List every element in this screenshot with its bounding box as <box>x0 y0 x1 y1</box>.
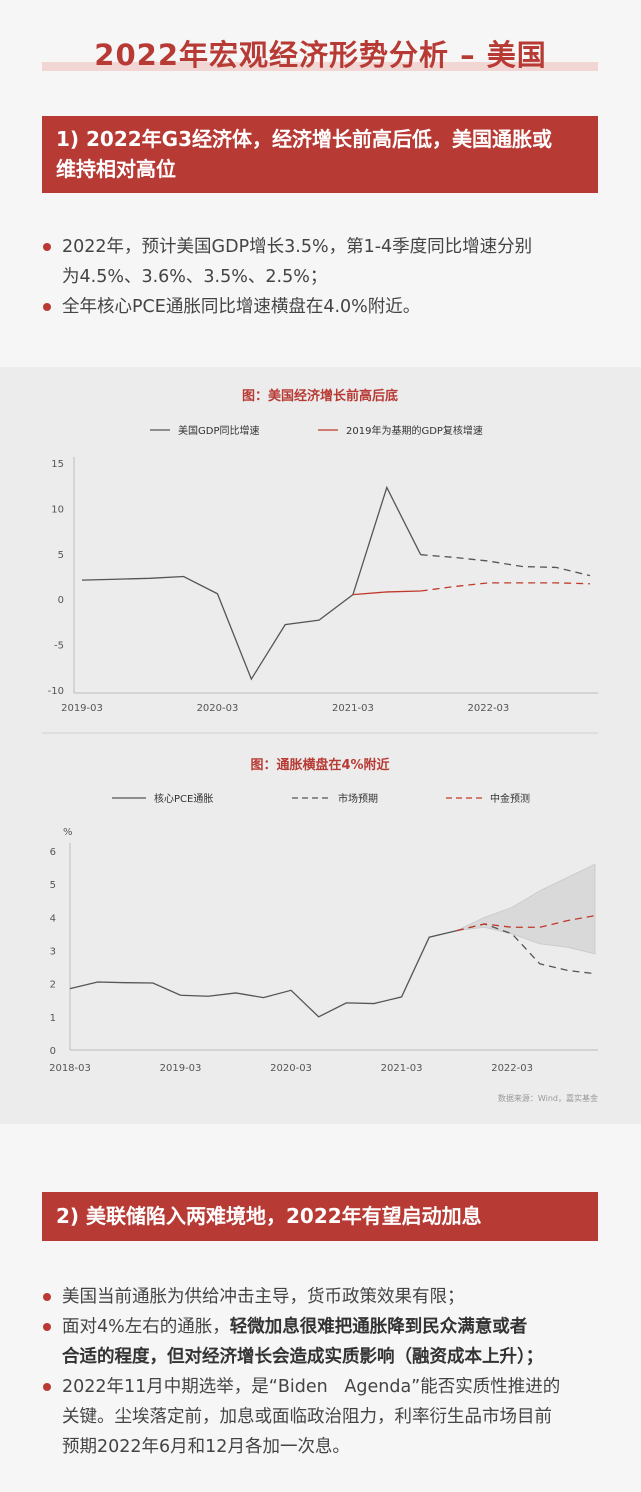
bullet-dot-icon <box>43 1323 51 1331</box>
list-item: 全年核心PCE通胀同比增速横盘在4.0%附近。 <box>42 292 602 322</box>
chart2-legend-pce: 核心PCE通胀 <box>154 792 213 805</box>
chart2-y-tick: 5 <box>50 880 56 891</box>
chart2-legend-cicc: 中金预测 <box>490 792 530 805</box>
chart2-forecast-band <box>456 863 596 955</box>
chart1-y-tick: 0 <box>58 595 64 606</box>
chart1-x-tick: 2019-03 <box>61 703 103 714</box>
chart2-x-tick: 2021-03 <box>381 1063 423 1074</box>
chart2-market-line <box>456 923 596 975</box>
bullet-text-plain: 面对4%左右的通胀， <box>62 1317 230 1337</box>
list-item: 2022年，预计美国GDP增长3.5%，第1-4季度同比增速分别 为4.5%、3… <box>42 232 602 292</box>
section1-title-line1: 1) 2022年G3经济体，经济增长前高后低，美国通胀或 <box>56 127 553 151</box>
bullet-text: 合适的程度，但对经济增长会造成实质影响（融资成本上升）； <box>62 1342 602 1372</box>
bullet-text: 为4.5%、3.6%、3.5%、2.5%； <box>62 267 328 287</box>
chart2-y-tick: 4 <box>50 913 56 924</box>
section1-banner: 1) 2022年G3经济体，经济增长前高后低，美国通胀或 维持相对高位 <box>42 116 598 193</box>
section1-title-line2: 维持相对高位 <box>56 157 176 181</box>
bullet-text: 2022年，预计美国GDP增长3.5%，第1-4季度同比增速分别 <box>62 237 533 257</box>
bullet-dot-icon <box>43 1293 51 1301</box>
chart1-title: 图：美国经济增长前高后底 <box>242 388 398 404</box>
list-item: 面对4%左右的通胀，轻微加息很难把通胀降到民众满意或者 合适的程度，但对经济增长… <box>42 1312 602 1372</box>
section1-bullet-list: 2022年，预计美国GDP增长3.5%，第1-4季度同比增速分别 为4.5%、3… <box>42 232 602 322</box>
bullet-text-bold: 轻微加息很难把通胀降到民众满意或者 <box>229 1317 528 1337</box>
chart1-gdp-line <box>81 485 422 681</box>
chart2-y-tick: 3 <box>50 947 56 958</box>
chart1-y-tick: -5 <box>54 641 64 652</box>
list-item: 2022年11月中期选举，是“Biden Agenda”能否实质性推进的 关键。… <box>42 1372 602 1462</box>
section2-title: 2) 美联储陷入两难境地，2022年有望启动加息 <box>56 1204 482 1228</box>
chart1-x-tick: 2022-03 <box>468 703 510 714</box>
list-item: 美国当前通胀为供给冲击主导，货币政策效果有限； <box>42 1282 602 1312</box>
chart2-x-tick: 2022-03 <box>491 1063 533 1074</box>
section2-banner: 2) 美联储陷入两难境地，2022年有望启动加息 <box>42 1192 598 1241</box>
chart2-y-tick: 0 <box>50 1046 56 1057</box>
chart-panel: 图：美国经济增长前高后底 美国GDP同比增速 2019年为基期的GDP复核增速 … <box>0 367 641 1124</box>
chart1-x-tick: 2020-03 <box>197 703 239 714</box>
bullet-text: 全年核心PCE通胀同比增速横盘在4.0%附近。 <box>62 297 421 317</box>
chart2-x-tick: 2020-03 <box>270 1063 312 1074</box>
title-highlight <box>42 62 598 71</box>
chart1-legend-base: 2019年为基期的GDP复核增速 <box>346 424 483 437</box>
bullet-text: 预期2022年6月和12月各加一次息。 <box>62 1437 350 1457</box>
page-title: 2022年宏观经济形势分析 – 美国 <box>94 38 547 72</box>
bullet-text-bold: 合适的程度，但对经济增长会造成实质影响（融资成本上升）； <box>62 1347 544 1367</box>
bullet-text: 2022年11月中期选举，是“Biden Agenda”能否实质性推进的 <box>62 1377 561 1397</box>
chart1-base-line <box>352 590 421 596</box>
bullet-dot-icon <box>43 303 51 311</box>
chart1-base-forecast-line <box>420 582 591 592</box>
bullet-dot-icon <box>43 1383 51 1391</box>
chart2-y-tick: 1 <box>50 1013 56 1024</box>
charts-svg: 图：美国经济增长前高后底 美国GDP同比增速 2019年为基期的GDP复核增速 … <box>42 388 598 1103</box>
chart2-pce-line <box>69 929 457 1018</box>
chart1-x-tick: 2021-03 <box>332 703 374 714</box>
section2-bullet-list: 美国当前通胀为供给冲击主导，货币政策效果有限； 面对4%左右的通胀，轻微加息很难… <box>42 1282 602 1462</box>
chart2-source: 数据来源：Wind，嘉实基金 <box>498 1093 598 1103</box>
chart1-y-tick: -10 <box>48 686 64 697</box>
chart1-y-tick: 5 <box>58 550 64 561</box>
bullet-dot-icon <box>43 243 51 251</box>
chart2-y-tick: 6 <box>50 847 56 858</box>
chart2-title: 图：通胀横盘在4%附近 <box>250 757 389 773</box>
chart2-y-tick: 2 <box>50 980 56 991</box>
chart1-y-tick: 15 <box>51 459 64 470</box>
chart2-x-tick: 2019-03 <box>160 1063 202 1074</box>
chart2-legend-market: 市场预期 <box>338 792 378 805</box>
chart2-y-unit: % <box>63 827 73 838</box>
chart1-y-tick: 10 <box>51 504 64 515</box>
chart2-x-tick: 2018-03 <box>49 1063 91 1074</box>
bullet-text: 美国当前通胀为供给冲击主导，货币政策效果有限； <box>62 1287 465 1307</box>
bullet-text: 面对4%左右的通胀，轻微加息很难把通胀降到民众满意或者 <box>62 1312 602 1342</box>
chart1-legend-gdp: 美国GDP同比增速 <box>178 424 259 437</box>
bullet-text: 关键。尘埃落定前，加息或面临政治阻力，利率衍生品市场目前 <box>62 1407 552 1427</box>
chart1-gdp-forecast-line <box>420 554 591 577</box>
